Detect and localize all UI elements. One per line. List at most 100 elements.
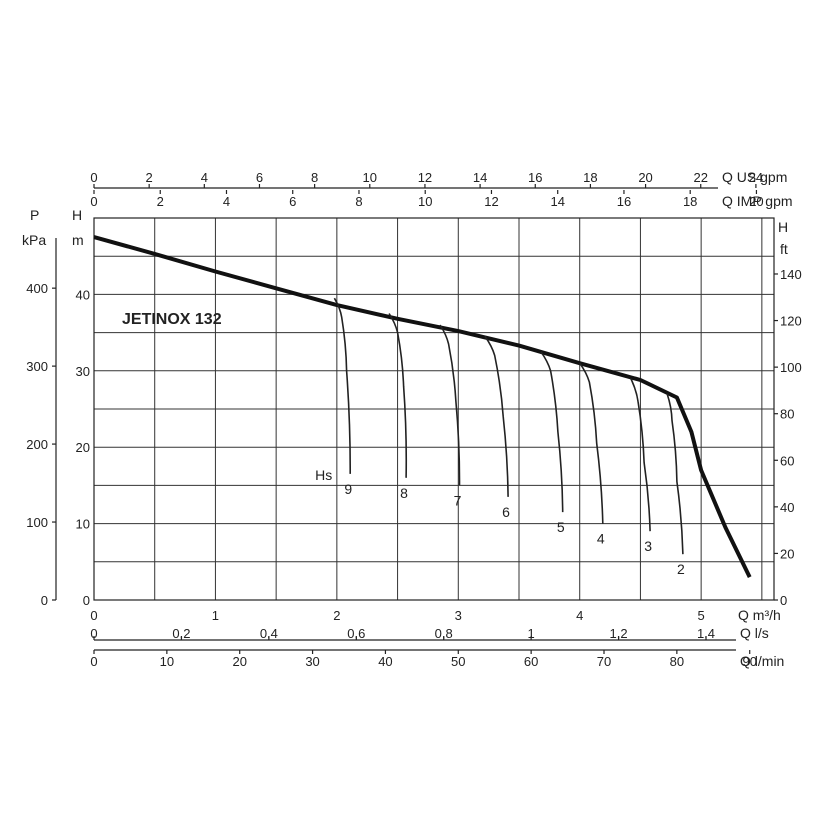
x-tick-label-usgpm: 24: [749, 170, 763, 185]
plot-frame: [93, 217, 775, 601]
y-axis-unit-m-top: H: [72, 207, 82, 223]
suction-curve-label-9: 9: [344, 481, 352, 497]
x-tick-label-ls: 1: [528, 626, 535, 641]
y-axis-unit-ft-top: H: [778, 219, 788, 235]
chart-title: JETINOX 132: [122, 311, 222, 328]
y-tick-label-kpa: 400: [26, 281, 48, 296]
suction-curve-label-5: 5: [557, 519, 565, 535]
y-tick-label-ft: 100: [780, 360, 802, 375]
x-tick-label-lmin: 20: [232, 654, 246, 669]
x-tick-label-usgpm: 18: [583, 170, 597, 185]
y-tick-label-kpa: 0: [41, 593, 48, 608]
x-tick-label-lmin: 0: [90, 654, 97, 669]
y-tick-label-ft: 40: [780, 500, 794, 515]
x-tick-label-ls: 0: [90, 626, 97, 641]
y-tick-label-ft: 120: [780, 314, 802, 329]
x-tick-label-impgpm: 0: [90, 194, 97, 209]
y-tick-label-kpa: 200: [26, 437, 48, 452]
main-performance-curve: [93, 235, 752, 578]
x-tick-label-usgpm: 0: [90, 170, 97, 185]
curves: [93, 235, 752, 578]
x-tick-label-ls: 1,4: [697, 626, 715, 641]
suction-curve-5: [540, 351, 564, 513]
x-tick-label-lmin: 40: [378, 654, 392, 669]
x-tick-label-ls: 0,4: [260, 626, 278, 641]
x-tick-label-usgpm: 10: [363, 170, 377, 185]
x-tick-label-impgpm: 20: [749, 194, 763, 209]
x-axis-unit-lmin: Q l/min: [740, 653, 784, 669]
x-tick-label-ls: 0,8: [435, 626, 453, 641]
suction-curve-6: [484, 335, 509, 497]
y-tick-label-kpa: 300: [26, 359, 48, 374]
y-tick-label-ft: 80: [780, 407, 794, 422]
curve-labels: 9 Hs 8 7 6 5 4 3 2: [315, 467, 685, 577]
x-tick-label-ls: 0,6: [347, 626, 365, 641]
x-tick-label-impgpm: 18: [683, 194, 697, 209]
suction-curve-label-3: 3: [644, 538, 652, 554]
y-tick-label-ft: 60: [780, 453, 794, 468]
y-tick-label-m: 40: [76, 287, 90, 302]
y-axis-unit-ft-bottom: ft: [780, 241, 788, 257]
y-tick-label-m: 30: [76, 364, 90, 379]
x-tick-label-usgpm: 14: [473, 170, 487, 185]
y-axis-unit-kpa-bottom: kPa: [22, 232, 46, 248]
x-tick-label-lmin: 50: [451, 654, 465, 669]
x-tick-label-m3h: 3: [455, 608, 462, 623]
suction-label-prefix: Hs: [315, 467, 332, 483]
x-axis-unit-m3h: Q m³/h: [738, 607, 781, 623]
x-tick-label-impgpm: 2: [157, 194, 164, 209]
x-tick-label-impgpm: 12: [484, 194, 498, 209]
x-tick-label-m3h: 1: [212, 608, 219, 623]
suction-curve-7: [439, 324, 461, 486]
axes: [52, 184, 778, 654]
suction-curve-label-4: 4: [597, 531, 605, 547]
x-tick-label-usgpm: 12: [418, 170, 432, 185]
suction-curve-label-8: 8: [400, 485, 408, 501]
x-tick-label-usgpm: 20: [638, 170, 652, 185]
x-tick-label-m3h: 4: [576, 608, 583, 623]
y-tick-label-ft: 0: [780, 593, 787, 608]
x-tick-label-lmin: 60: [524, 654, 538, 669]
x-tick-label-usgpm: 2: [146, 170, 153, 185]
x-tick-label-lmin: 80: [670, 654, 684, 669]
x-axis-unit-usgpm: Q US gpm: [722, 169, 787, 185]
suction-curve-label-6: 6: [502, 504, 510, 520]
x-axis-unit-ls: Q l/s: [740, 625, 769, 641]
y-tick-label-m: 10: [76, 517, 90, 532]
x-tick-label-impgpm: 10: [418, 194, 432, 209]
x-tick-label-lmin: 30: [305, 654, 319, 669]
x-tick-label-lmin: 10: [160, 654, 174, 669]
y-axis-unit-kpa-top: P: [30, 207, 39, 223]
suction-curve-9: [333, 297, 352, 474]
x-axis-unit-impgpm: Q IMP gpm: [722, 193, 793, 209]
x-tick-label-usgpm: 22: [694, 170, 708, 185]
y-tick-label-m: 0: [83, 593, 90, 608]
x-tick-label-lmin: 70: [597, 654, 611, 669]
x-tick-label-ls: 0,2: [172, 626, 190, 641]
y-tick-label-m: 20: [76, 440, 90, 455]
x-tick-label-impgpm: 6: [289, 194, 296, 209]
y-axis-unit-m-bottom: m: [72, 232, 84, 248]
x-tick-label-usgpm: 4: [201, 170, 208, 185]
y-tick-label-ft: 140: [780, 267, 802, 282]
y-tick-label-ft: 20: [780, 546, 794, 561]
x-tick-label-impgpm: 16: [617, 194, 631, 209]
x-tick-label-usgpm: 16: [528, 170, 542, 185]
x-tick-label-impgpm: 14: [550, 194, 564, 209]
suction-curve-4: [579, 362, 604, 524]
x-tick-label-usgpm: 6: [256, 170, 263, 185]
suction-curve-3: [629, 378, 651, 532]
x-tick-label-m3h: 0: [90, 608, 97, 623]
x-tick-label-m3h: 2: [333, 608, 340, 623]
x-tick-label-ls: 1,2: [610, 626, 628, 641]
x-tick-label-usgpm: 8: [311, 170, 318, 185]
x-tick-label-impgpm: 8: [355, 194, 362, 209]
grid: [94, 218, 774, 600]
suction-curve-label-2: 2: [677, 561, 685, 577]
x-tick-label-m3h: 5: [698, 608, 705, 623]
suction-curve-8: [388, 313, 408, 478]
x-tick-label-lmin: 90: [742, 654, 756, 669]
x-tick-label-impgpm: 4: [223, 194, 230, 209]
